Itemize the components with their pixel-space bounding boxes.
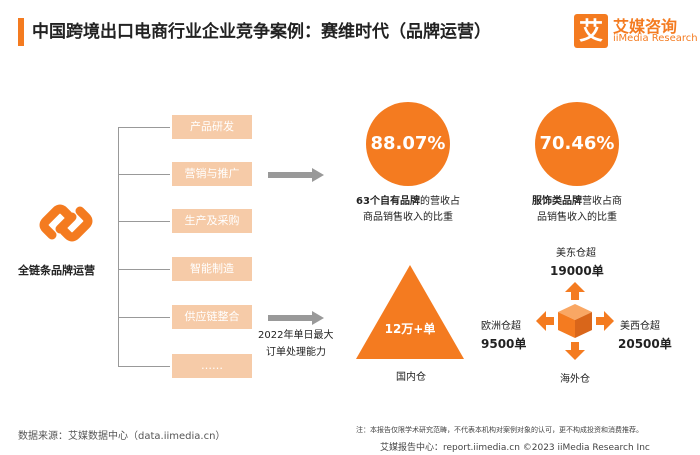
brand-logo: 艾 <box>574 14 608 48</box>
item-production-procurement: 生产及采购 <box>172 209 252 233</box>
own-brand-share-desc: 63个自有品牌的营收占 商品销售收入的比重 <box>356 196 460 223</box>
copyright-line: 艾媒报告中心：report.iimedia.cn ©2023 iiMedia R… <box>380 443 650 453</box>
overseas-warehouse-label: 海外仓 <box>560 374 590 385</box>
tree-branch-line <box>118 127 170 128</box>
tree-branch-line <box>118 317 170 318</box>
order-capacity-label-line2: 订单处理能力 <box>266 347 326 358</box>
page-title: 中国跨境出口电商行业企业竞争案例：赛维时代（品牌运营） <box>32 22 491 42</box>
tree-trunk-line <box>118 127 119 367</box>
item-smart-manufacturing: 智能制造 <box>172 257 252 281</box>
us-east-warehouse-name: 美东仓超 <box>556 248 596 259</box>
tree-branch-line <box>118 174 170 175</box>
europe-warehouse-name: 欧洲仓超 <box>481 321 521 332</box>
brand-subtitle: iiMedia Research <box>613 33 698 44</box>
us-east-warehouse-value: 19000单 <box>550 264 604 278</box>
title-accent-bar <box>18 18 24 46</box>
apparel-share-circle: 70.46% <box>535 102 619 186</box>
domestic-order-value: 12万+单 <box>384 322 436 336</box>
tree-branch-line <box>118 269 170 270</box>
us-west-warehouse-name: 美西仓超 <box>620 321 660 332</box>
item-supply-chain: 供应链整合 <box>172 305 252 329</box>
tree-branch-line <box>118 221 170 222</box>
tree-branch-line <box>118 366 170 367</box>
right-arrow-icon <box>268 311 324 325</box>
brand-name: 艾媒咨询 <box>613 17 678 36</box>
item-product-rd: 产品研发 <box>172 115 252 139</box>
item-marketing: 营销与推广 <box>172 162 252 186</box>
full-chain-label: 全链条品牌运营 <box>18 264 95 277</box>
disclaimer-note: 注：本报告仅限学术研究范畴，不代表本机构对案例对象的认可，更不构成投资和消费推荐… <box>356 426 643 434</box>
us-west-warehouse-value: 20500单 <box>618 337 672 351</box>
package-box-icon <box>536 282 614 360</box>
item-more: …… <box>172 354 252 378</box>
right-arrow-icon <box>268 168 324 182</box>
apparel-share-desc: 服饰类品牌营收占商 品销售收入的比重 <box>532 196 622 223</box>
europe-warehouse-value: 9500单 <box>481 337 527 351</box>
data-source: 数据来源：艾媒数据中心（data.iimedia.cn） <box>18 431 226 442</box>
own-brand-share-circle: 88.07% <box>366 102 450 186</box>
domestic-warehouse-label: 国内仓 <box>396 372 426 383</box>
domestic-warehouse-triangle <box>356 265 464 359</box>
order-capacity-label-line1: 2022年单日最大 <box>258 330 334 341</box>
chain-link-icon <box>39 204 93 242</box>
